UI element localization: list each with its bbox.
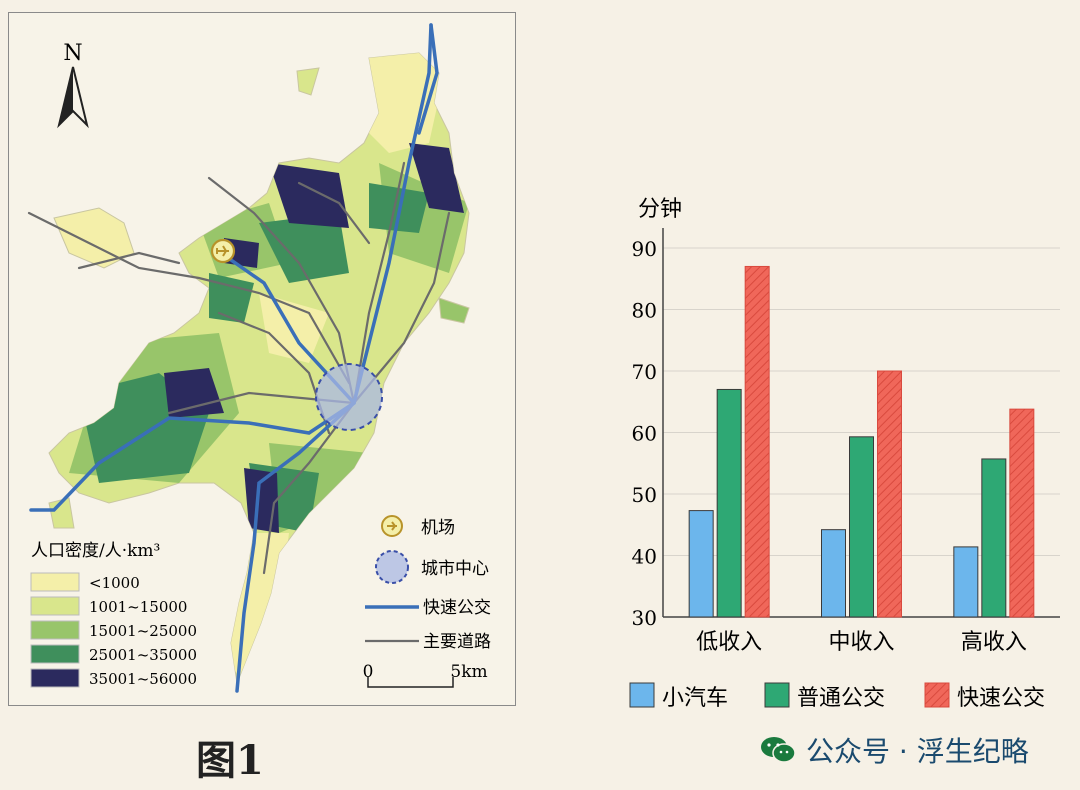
legend-swatch-3	[30, 644, 80, 664]
legend-swatch-series-2	[924, 682, 950, 708]
legend-swatch-0	[30, 572, 80, 592]
ytick-3: 60	[632, 422, 657, 446]
north-label: N	[63, 41, 82, 66]
bar-2-1	[981, 458, 1007, 618]
airport-icon	[210, 238, 236, 264]
legend-swatch-4	[30, 668, 80, 688]
legend-swatch-1	[30, 596, 80, 616]
chart-ylabel: 分钟	[638, 197, 682, 222]
scale-end: 5km	[450, 662, 487, 682]
road-legend-label: 主要道路	[423, 632, 491, 652]
ytick-4: 70	[632, 360, 657, 384]
legend-title: 人口密度/人·km³	[31, 541, 160, 561]
legend-label-1: 1001~15000	[89, 598, 187, 616]
bar-1-2	[877, 370, 902, 618]
legend-label-series-1: 普通公交	[797, 686, 885, 711]
xtick-0: 低收入	[696, 630, 762, 655]
main-roads	[27, 161, 451, 575]
city-center-legend-label: 城市中心	[421, 559, 489, 579]
xtick-1: 中收入	[828, 630, 894, 655]
chart-bars	[688, 265, 1035, 618]
travel-time-bar-chart: 分钟 30 40 50 60 70 80 90 低收入 中收入 高收入 小汽车 普通公交 快速公交	[629, 197, 1060, 711]
bar-1-1	[849, 436, 874, 618]
north-arrow-icon	[57, 66, 89, 129]
ytick-1: 40	[632, 545, 657, 569]
city-center-legend-icon	[375, 550, 409, 584]
xtick-2: 高收入	[961, 630, 1027, 655]
scale-bar: 0 5km	[363, 662, 488, 688]
legend-swatch-series-0	[629, 682, 655, 708]
ytick-5: 80	[632, 299, 657, 323]
brt-legend-label: 快速公交	[423, 598, 491, 618]
legend-label-4: 35001~56000	[89, 670, 197, 688]
patch-east	[438, 297, 470, 324]
figure-label: 图1	[196, 737, 264, 784]
bar-1-0	[821, 529, 846, 618]
wechat-icon	[760, 735, 796, 765]
chart-legend: 小汽车 普通公交 快速公交	[629, 682, 1045, 711]
legend-label-2: 15001~25000	[89, 622, 197, 640]
ytick-6: 90	[632, 237, 657, 261]
legend-items: <1000 1001~15000 15001~25000 25001~35000 350…	[30, 572, 197, 688]
legend-label-0: <1000	[89, 574, 140, 592]
bar-2-2	[1009, 408, 1035, 618]
city-outline	[48, 52, 470, 685]
legend-label-series-2: 快速公交	[957, 686, 1045, 711]
bar-0-2	[744, 265, 770, 618]
symbol-legend: 机场 城市中心 快速公交 主要道路	[365, 515, 491, 652]
bar-0-0	[688, 510, 714, 618]
city-center-marker	[315, 363, 383, 431]
bar-2-0	[953, 546, 979, 618]
ytick-2: 50	[632, 483, 657, 507]
scale-start: 0	[363, 662, 374, 682]
population-density-map: N 人口密度/人·km³ <1000 1001~15000 15001~25000 2…	[27, 23, 491, 693]
watermark: 公众号 · 浮生纪略	[760, 730, 1029, 770]
airport-legend-label: 机场	[421, 518, 455, 538]
legend-label-3: 25001~35000	[89, 646, 197, 664]
brt-lines	[29, 23, 439, 693]
patch-west	[53, 207, 135, 269]
legend-label-series-0: 小汽车	[662, 686, 728, 711]
legend-swatch-series-1	[764, 682, 790, 708]
airport-legend-icon	[381, 515, 403, 537]
watermark-text: 公众号 · 浮生纪略	[806, 735, 1029, 768]
chart-yticks: 30 40 50 60 70 80 90	[632, 237, 657, 630]
patch-north	[296, 67, 320, 96]
ytick-0: 30	[632, 606, 657, 630]
map-panel: N 人口密度/人·km³ <1000 1001~15000 15001~25000 2…	[8, 12, 516, 706]
chart-xticks: 低收入 中收入 高收入	[696, 630, 1027, 655]
bar-0-1	[716, 388, 742, 618]
legend-swatch-2	[30, 620, 80, 640]
